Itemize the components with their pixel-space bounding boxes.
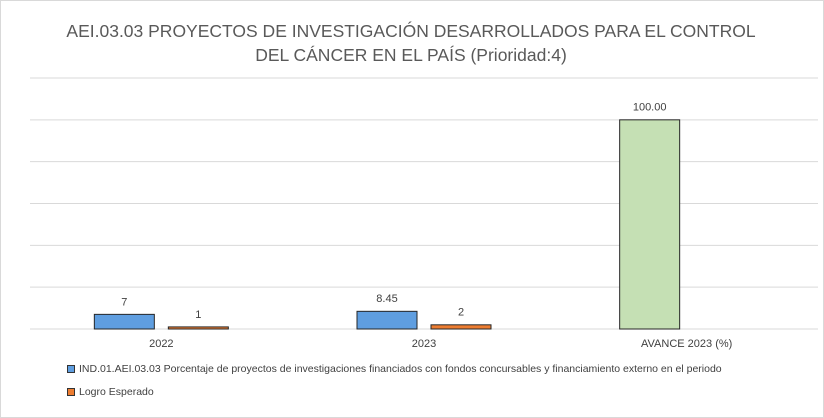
legend-swatch [67, 365, 75, 373]
data-label: 8.45 [376, 293, 397, 305]
x-tick-label: 2022 [149, 338, 173, 350]
bar [619, 119, 681, 330]
bar [356, 310, 418, 330]
data-label: 7 [121, 296, 127, 308]
bar [93, 313, 155, 330]
bar [167, 326, 229, 330]
x-tick-label: AVANCE 2023 (%) [641, 338, 732, 350]
legend-swatch [67, 388, 75, 396]
legend-item: IND.01.AEI.03.03 Porcentaje de proyectos… [67, 362, 797, 377]
legend: IND.01.AEI.03.03 Porcentaje de proyectos… [67, 362, 797, 408]
legend-label: IND.01.AEI.03.03 Porcentaje de proyectos… [79, 363, 722, 375]
legend-label: Logro Esperado [79, 386, 154, 398]
x-tick-label: 2023 [412, 338, 436, 350]
bar [430, 324, 492, 330]
chart-title: AEI.03.03 PROYECTOS DE INVESTIGACIÓN DES… [66, 21, 756, 65]
data-label: 1 [195, 309, 201, 321]
data-label: 100.00 [633, 102, 667, 114]
legend-item: Logro Esperado [67, 385, 797, 400]
data-label: 2 [458, 307, 464, 319]
